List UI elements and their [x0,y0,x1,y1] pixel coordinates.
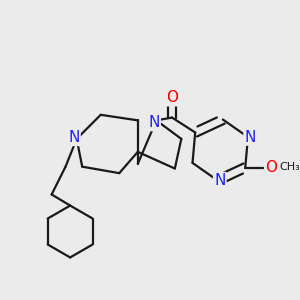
Text: N: N [148,115,160,130]
Text: N: N [68,130,80,145]
Text: N: N [214,173,226,188]
Text: O: O [166,90,178,105]
Text: CH₃: CH₃ [280,162,300,172]
Text: O: O [265,160,277,175]
Text: N: N [244,130,256,145]
